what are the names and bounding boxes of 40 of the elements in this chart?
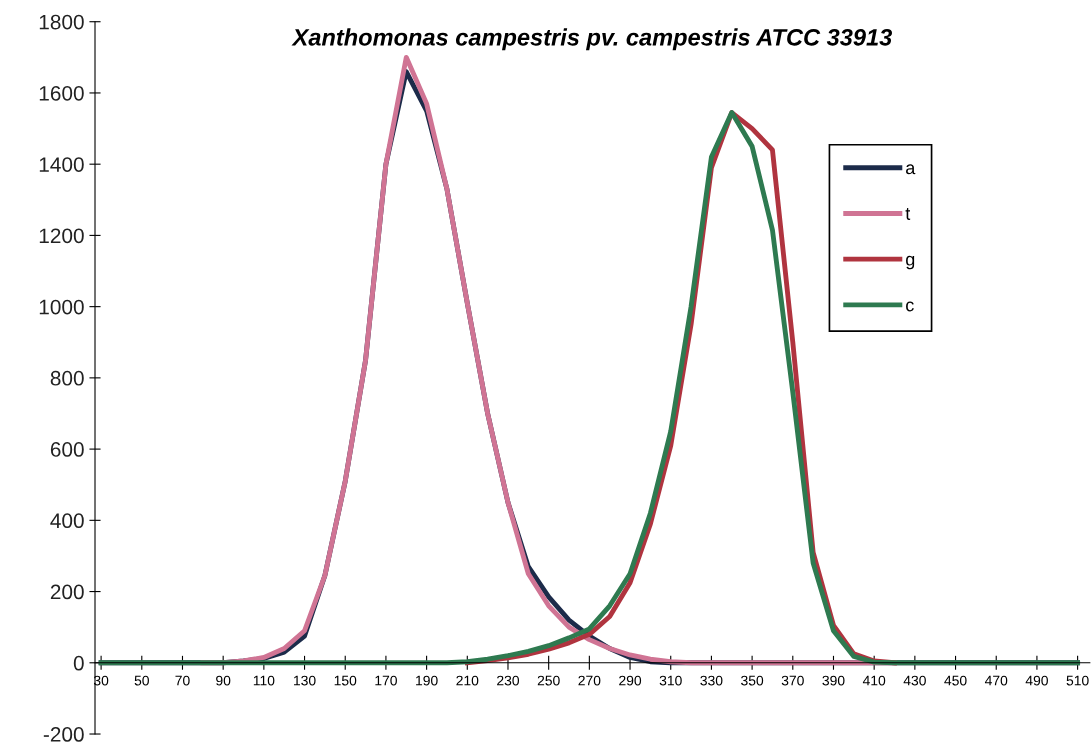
legend-label: g <box>906 255 915 270</box>
y-tick-label: 600 <box>50 442 84 457</box>
y-tick-label: 200 <box>50 584 84 600</box>
x-tick-label: 370 <box>781 675 804 686</box>
x-tick-label: 150 <box>334 675 357 686</box>
y-tick-label: 1000 <box>39 299 84 315</box>
x-tick-label: 310 <box>659 675 682 686</box>
x-tick-label: 90 <box>216 675 231 686</box>
x-tick-label: 470 <box>984 675 1008 686</box>
y-tick-label: 400 <box>50 513 84 529</box>
x-tick-label: 450 <box>944 675 967 686</box>
legend-label: t <box>905 208 911 220</box>
y-tick-label: 0 <box>73 655 84 671</box>
x-tick-label: 250 <box>537 675 560 686</box>
x-tick-label: 230 <box>497 675 520 686</box>
x-tick-label: 390 <box>822 675 845 686</box>
x-tick-label: 50 <box>134 675 149 686</box>
x-tick-label: 430 <box>903 675 926 686</box>
y-tick-label: 800 <box>50 370 84 386</box>
x-tick-label: 130 <box>294 675 316 686</box>
y-tick-label: 1600 <box>39 85 84 101</box>
x-tick-label: 70 <box>175 675 190 686</box>
y-tick-label: 1400 <box>39 157 84 172</box>
x-tick-label: 350 <box>741 675 764 686</box>
y-tick-label: -200 <box>43 727 84 742</box>
legend-label: c <box>906 301 914 312</box>
legend-label: a <box>906 164 916 175</box>
chart-title: Xanthomonas campestris pv. campestris ATCC 33913 <box>291 28 893 51</box>
x-tick-label: 190 <box>416 675 438 686</box>
x-tick-label: 290 <box>619 675 642 686</box>
x-tick-label: 490 <box>1025 675 1048 686</box>
x-tick-label: 510 <box>1066 675 1089 686</box>
x-tick-label: 330 <box>700 675 723 686</box>
x-tick-label: 170 <box>375 675 397 686</box>
x-tick-label: 210 <box>456 675 479 686</box>
y-tick-label: 1800 <box>39 14 84 30</box>
x-tick-label: 270 <box>578 675 601 686</box>
x-tick-label: 110 <box>253 675 275 686</box>
y-tick-label: 1200 <box>39 228 84 244</box>
x-tick-label: 410 <box>862 675 886 686</box>
